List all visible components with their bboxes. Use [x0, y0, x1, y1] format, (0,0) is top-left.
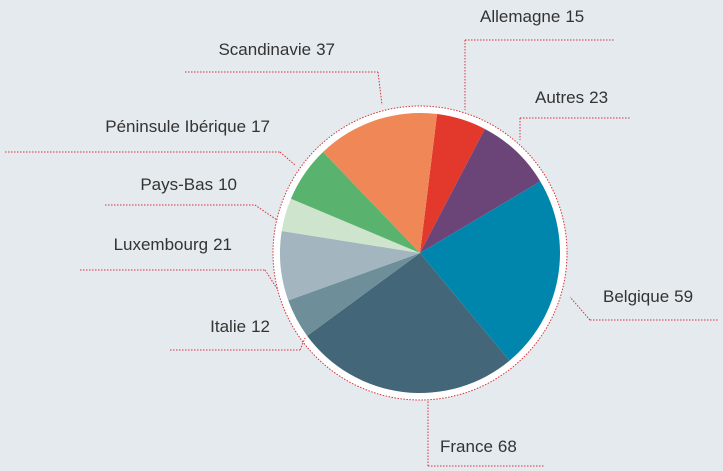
- label-value: 15: [565, 7, 584, 26]
- slice-label: Luxembourg 21: [114, 235, 232, 254]
- label-name: Pays-Bas: [140, 175, 213, 194]
- slice-label: Péninsule Ibérique 17: [105, 117, 270, 136]
- slice-label: Autres 23: [535, 88, 608, 107]
- label-name: Autres: [535, 88, 584, 107]
- slice-label: France 68: [440, 437, 517, 456]
- leader-line: [264, 269, 279, 291]
- pie-slice: [420, 128, 541, 253]
- pie-slice: [420, 181, 560, 361]
- label-name: France: [440, 437, 493, 456]
- label-name: Allemagne: [480, 7, 560, 26]
- slice-label: Belgique 59: [603, 287, 693, 306]
- pie-slice: [290, 152, 420, 253]
- leader-line: [299, 337, 306, 351]
- label-name: Italie: [210, 317, 246, 336]
- label-value: 59: [674, 287, 693, 306]
- pie-slice: [288, 253, 420, 336]
- pie-slice: [307, 253, 510, 394]
- label-value: 17: [251, 117, 270, 136]
- label-value: 23: [589, 88, 608, 107]
- label-name: Belgique: [603, 287, 669, 306]
- label-value: 68: [498, 437, 517, 456]
- pie-slice: [280, 230, 420, 301]
- slice-label: Allemagne 15: [480, 7, 584, 26]
- slice-label: Italie 12: [210, 317, 270, 336]
- slice-label: Pays-Bas 10: [140, 175, 237, 194]
- label-value: 37: [316, 40, 335, 59]
- slice-label: Scandinavie 37: [218, 40, 335, 59]
- leader-line: [569, 296, 591, 321]
- leader-line: [254, 204, 278, 221]
- pie-slice: [323, 113, 438, 253]
- label-name: Péninsule Ibérique: [105, 117, 246, 136]
- pie-slice: [420, 114, 485, 253]
- label-value: 10: [218, 175, 237, 194]
- label-name: Luxembourg: [114, 235, 209, 254]
- label-value: 12: [251, 317, 270, 336]
- pie-slice: [281, 198, 420, 253]
- leader-line: [377, 71, 383, 106]
- leader-line: [279, 151, 296, 166]
- label-value: 21: [213, 235, 232, 254]
- label-name: Scandinavie: [218, 40, 311, 59]
